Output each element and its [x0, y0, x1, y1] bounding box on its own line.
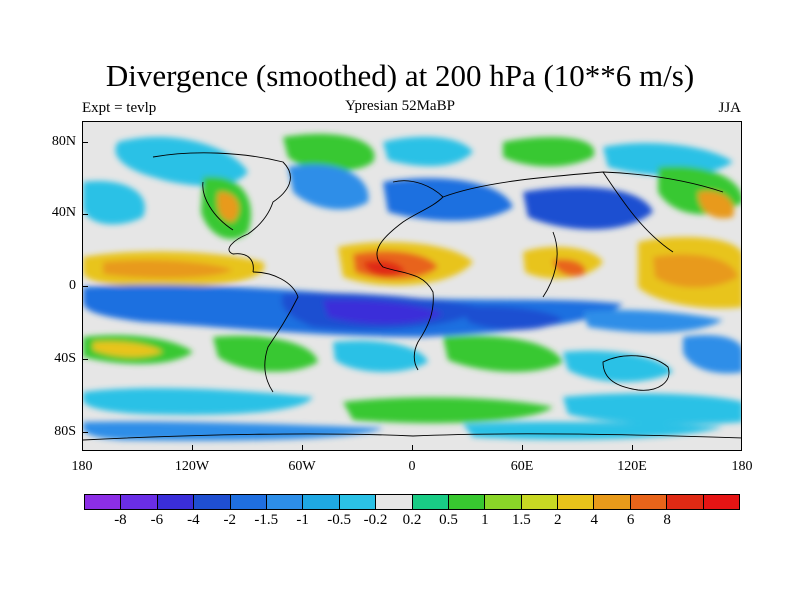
colorbar-swatch: [485, 495, 522, 509]
colorbar-label: -1: [296, 512, 309, 528]
field-blob: [83, 388, 313, 415]
field-blob: [683, 335, 741, 374]
colorbar-swatch: [703, 495, 740, 509]
field-blob: [583, 309, 723, 333]
colorbar-label: 0.2: [402, 512, 422, 528]
colorbar-label: -0.2: [363, 512, 388, 528]
colorbar-swatch: [412, 495, 449, 509]
colorbar-label: -1.5: [254, 512, 279, 528]
colorbar-swatch: [85, 495, 122, 509]
coast-europe-africa: [376, 180, 444, 371]
lat-label-0: 0: [69, 278, 76, 293]
field-blob: [115, 136, 248, 186]
field-blob: [503, 137, 595, 167]
plot-title: Divergence (smoothed) at 200 hPa (10**6 …: [105, 58, 695, 93]
lat-tick: [82, 286, 88, 287]
colorbar-label: 6: [626, 512, 635, 528]
season-label: JJA: [718, 100, 741, 116]
divergence-map: [82, 121, 742, 451]
colorbar-swatch: [448, 495, 486, 509]
field-blob: [698, 191, 734, 219]
lat-label-80s: 80S: [54, 424, 76, 439]
field-blob: [383, 136, 473, 167]
lat-tick: [82, 432, 88, 433]
field-blob: [93, 341, 163, 358]
colorbar-swatch: [339, 495, 377, 509]
colorbar: [84, 494, 740, 510]
field-blob: [563, 350, 673, 382]
colorbar-label: 4: [590, 512, 598, 528]
field-blob: [283, 133, 375, 172]
lat-label-40n: 40N: [51, 205, 76, 220]
colorbar-swatch: [157, 495, 195, 509]
colorbar-label: -2: [223, 512, 237, 528]
coast-australia: [602, 355, 670, 391]
field-blob: [288, 164, 369, 210]
field-blob: [217, 191, 239, 222]
field-blob: [363, 260, 405, 277]
field-blob: [563, 393, 741, 425]
field-blob: [103, 259, 233, 279]
field-blob: [213, 335, 318, 372]
field-blob: [553, 259, 586, 277]
colorbar-swatch: [121, 495, 158, 509]
lon-tick: [632, 445, 633, 451]
colorbar-swatch: [521, 495, 559, 509]
lon-label-120w: 120W: [174, 459, 210, 474]
colorbar-label: 1: [481, 512, 489, 528]
field-blob: [653, 254, 738, 288]
lat-label-80n: 80N: [51, 134, 76, 149]
field-blob: [333, 340, 428, 372]
field-blob: [383, 178, 513, 221]
lat-tick: [82, 359, 88, 360]
colorbar-swatch: [630, 495, 668, 509]
colorbar-swatch: [303, 495, 340, 509]
coast-south-america: [252, 271, 299, 393]
field-blob: [323, 299, 443, 325]
colorbar-label: 2: [554, 512, 562, 528]
lon-tick: [302, 445, 303, 451]
colorbar-label: 8: [663, 512, 671, 528]
lat-tick: [82, 142, 88, 143]
colorbar-swatch: [558, 495, 595, 509]
field-layer: [83, 133, 741, 441]
field-blob: [83, 421, 383, 441]
colorbar-label: -0.5: [327, 512, 351, 528]
experiment-label: Expt = tevlp: [82, 100, 157, 116]
lon-label-60e: 60E: [510, 459, 534, 474]
lon-label-180w: 180: [71, 459, 93, 474]
map-canvas: [83, 122, 741, 450]
colorbar-label: 0.5: [439, 512, 458, 528]
lat-tick: [82, 214, 88, 215]
lon-label-120e: 120E: [617, 459, 647, 474]
field-blob: [443, 335, 563, 372]
lon-label-60w: 60W: [288, 459, 316, 474]
field-blob: [83, 181, 145, 225]
field-blob: [603, 142, 733, 176]
coastlines: [83, 152, 741, 441]
period-label: Ypresian 52MaBP: [345, 98, 455, 114]
coast-north-america: [152, 152, 291, 273]
colorbar-label: 1.5: [511, 512, 531, 528]
lon-tick: [192, 445, 193, 451]
colorbar-label: -8: [114, 512, 127, 528]
colorbar-label: -4: [187, 512, 200, 528]
field-blob: [343, 397, 553, 424]
colorbar-swatch: [266, 495, 304, 509]
lon-label-0: 0: [408, 459, 416, 474]
colorbar-label: -6: [150, 512, 164, 528]
colorbar-swatch: [667, 495, 704, 509]
coast-asia: [442, 171, 724, 298]
colorbar-swatch: [376, 495, 413, 509]
colorbar-swatch: [194, 495, 231, 509]
lat-label-40s: 40S: [54, 351, 76, 366]
coast-antarctica: [83, 433, 741, 441]
lon-tick: [522, 445, 523, 451]
lon-tick: [412, 445, 413, 451]
colorbar-swatch: [594, 495, 631, 509]
field-blob: [463, 306, 563, 330]
colorbar-swatch: [230, 495, 267, 509]
lon-label-180e: 180: [731, 459, 753, 474]
